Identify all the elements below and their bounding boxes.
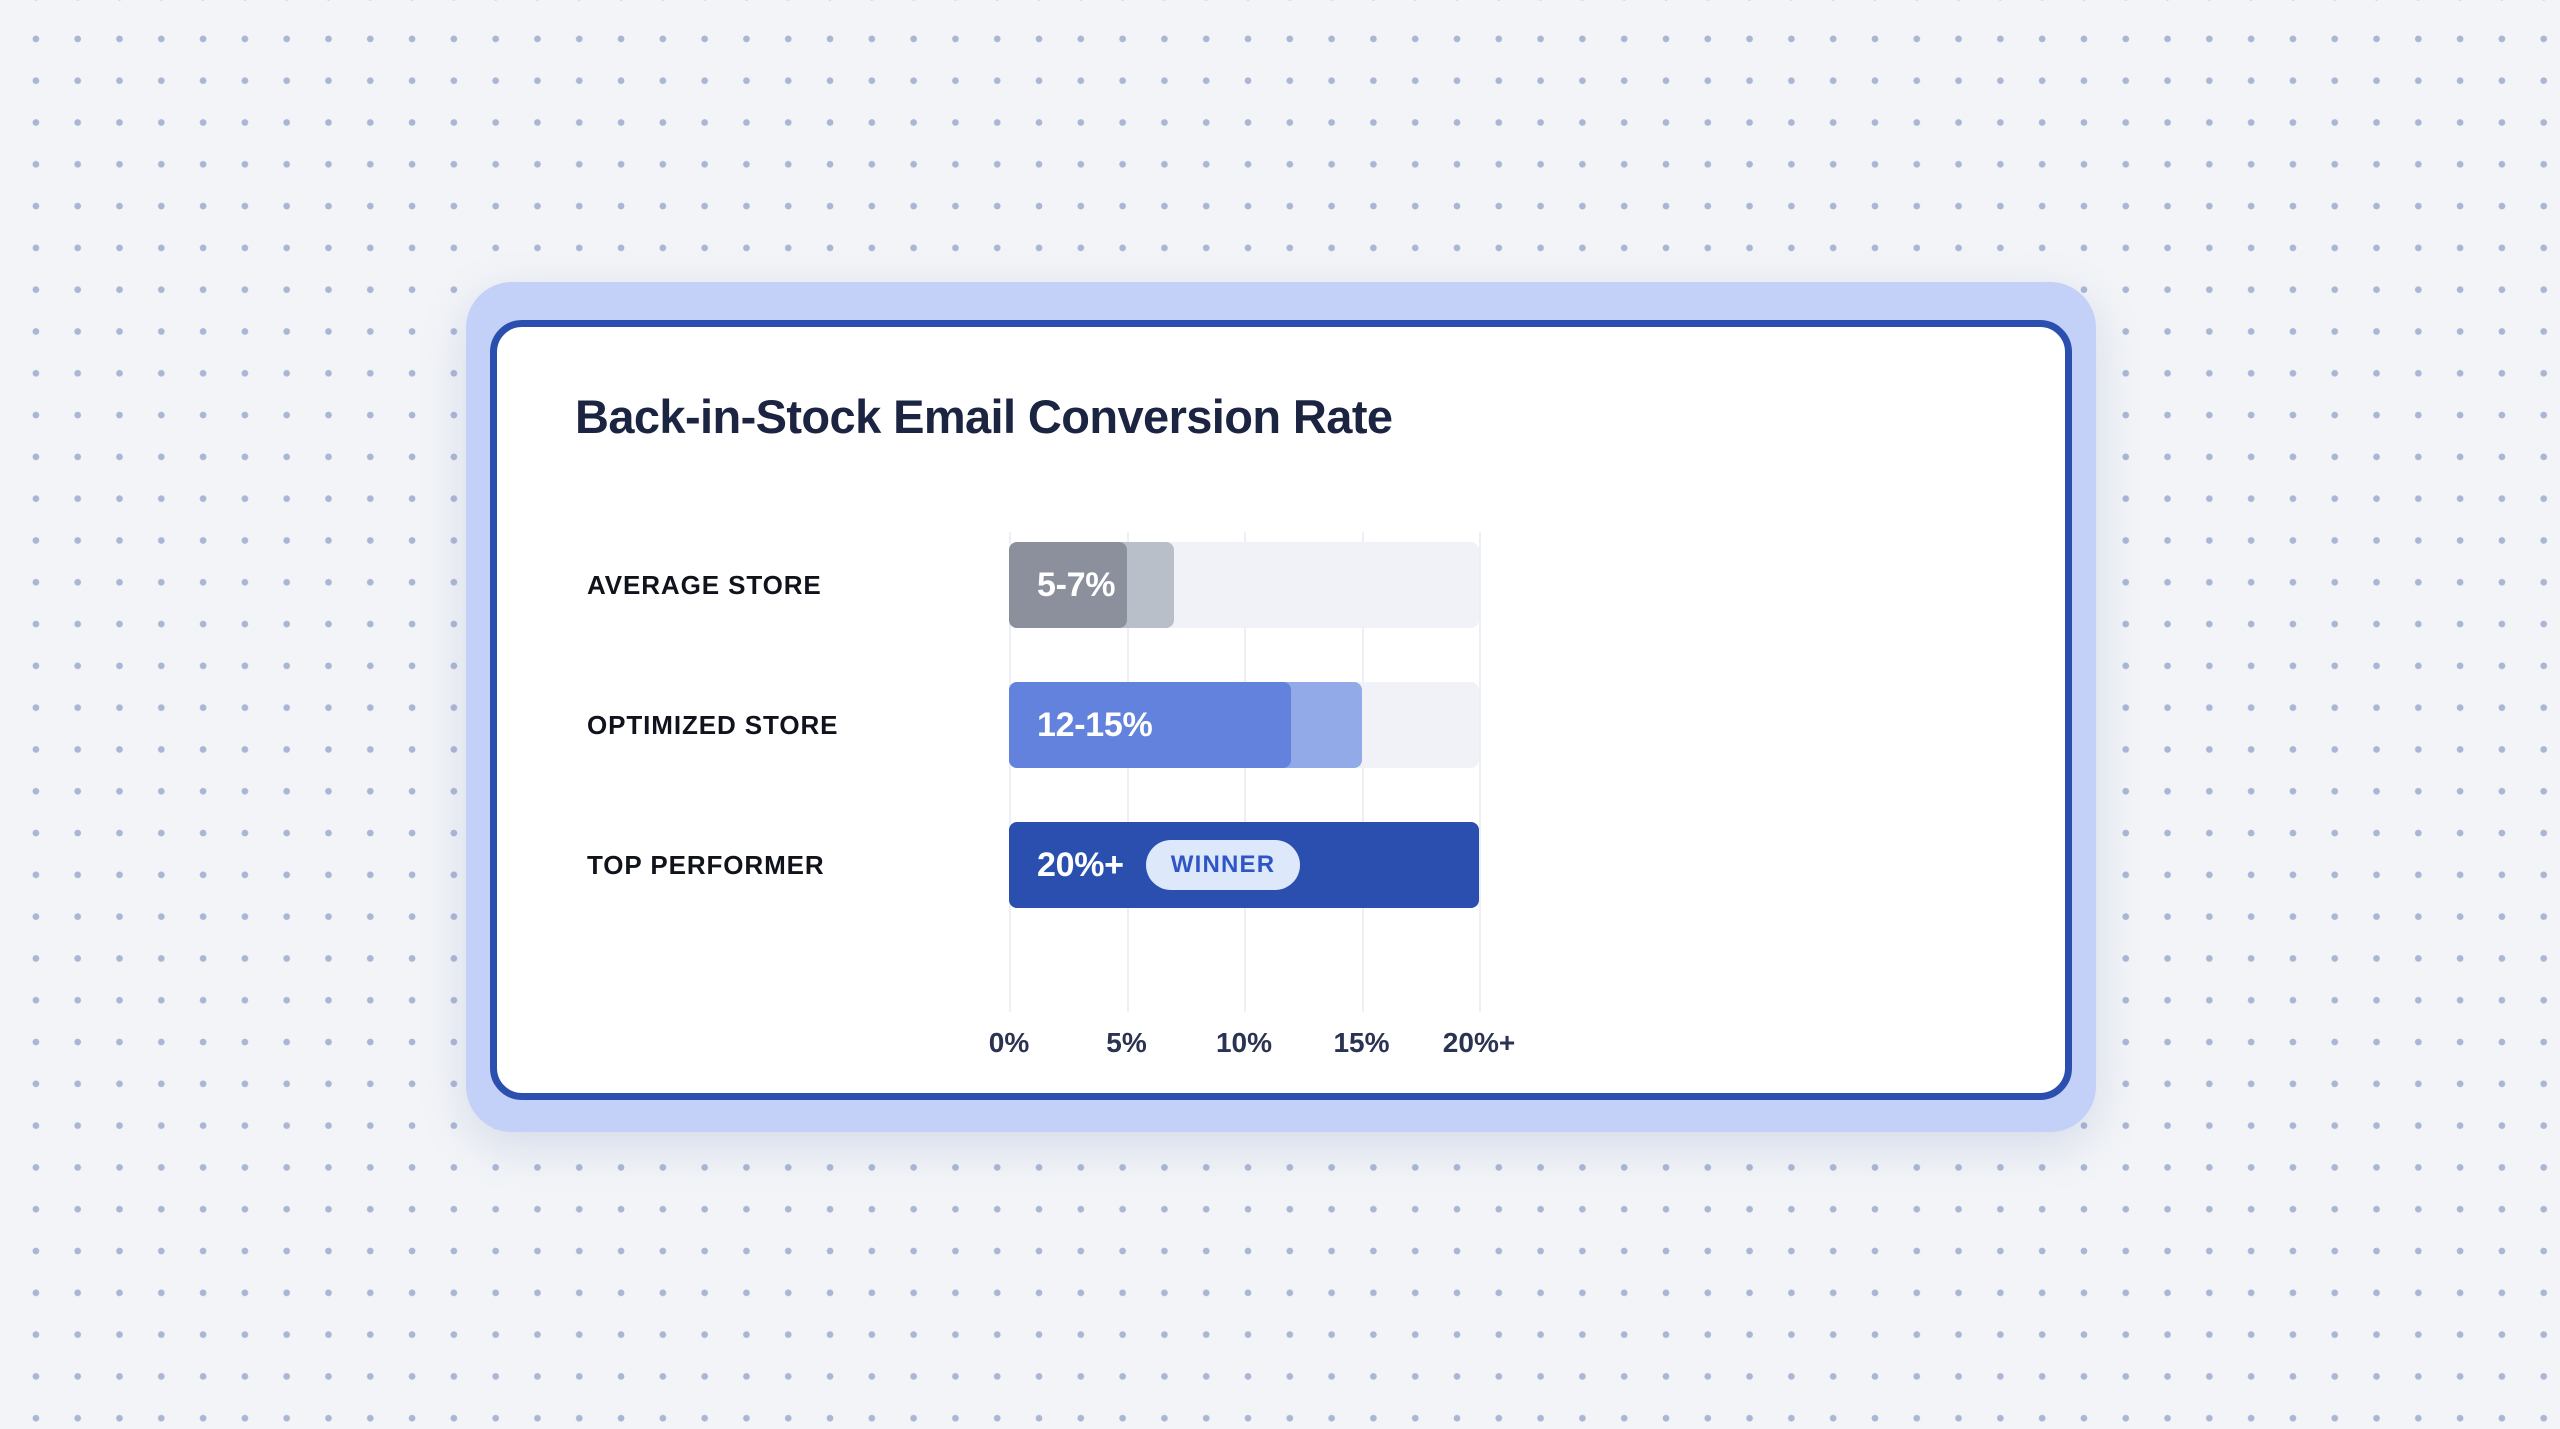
gridline: [1479, 532, 1481, 1012]
gridline: [1126, 532, 1129, 1012]
status-badge: WINNER: [1145, 840, 1301, 890]
bar-category-label: TOP PERFORMER: [587, 850, 825, 880]
bar-fill: 5-7%: [1009, 542, 1127, 628]
chart-card-frame: Back-in-Stock Email Conversion Rate AVER…: [466, 282, 2096, 1132]
x-axis-tick-label: 15%: [1333, 1027, 1390, 1058]
gridline: [1244, 532, 1246, 1012]
gridline: [1009, 532, 1011, 1012]
chart-bar-row[interactable]: AVERAGE STORE 5-7%: [587, 542, 1174, 628]
page-title: Back-in-Stock Email Conversion Rate: [575, 390, 1393, 443]
bar-category-label: OPTIMIZED STORE: [587, 710, 839, 740]
bar-fill: 12-15%: [1009, 682, 1291, 768]
bar-value-label: 5-7%: [1037, 565, 1116, 604]
bar-category-label: AVERAGE STORE: [587, 570, 822, 600]
bar-value-label: 20%+: [1037, 845, 1124, 884]
chart-bar-row[interactable]: OPTIMIZED STORE 12-15%: [587, 682, 1362, 768]
chart-plot-area: AVERAGE STORE 5-7% OPTIMIZED STORE 12-15% TO…: [497, 327, 2065, 1093]
chart-bar-row[interactable]: TOP PERFORMER 20%+ WINNER: [587, 822, 1479, 908]
bar-fill: 20%+ WINNER: [1009, 822, 1479, 908]
x-axis-tick-label: 5%: [1106, 1027, 1147, 1058]
x-axis-tick-label: 20%+: [1442, 1027, 1516, 1058]
x-axis-tick-label: 10%: [1215, 1027, 1273, 1058]
gridline: [1361, 532, 1364, 1012]
chart-card: Back-in-Stock Email Conversion Rate AVER…: [490, 320, 2072, 1100]
bar-value-label: 12-15%: [1037, 705, 1153, 744]
x-axis-tick-label: 0%: [988, 1027, 1030, 1058]
